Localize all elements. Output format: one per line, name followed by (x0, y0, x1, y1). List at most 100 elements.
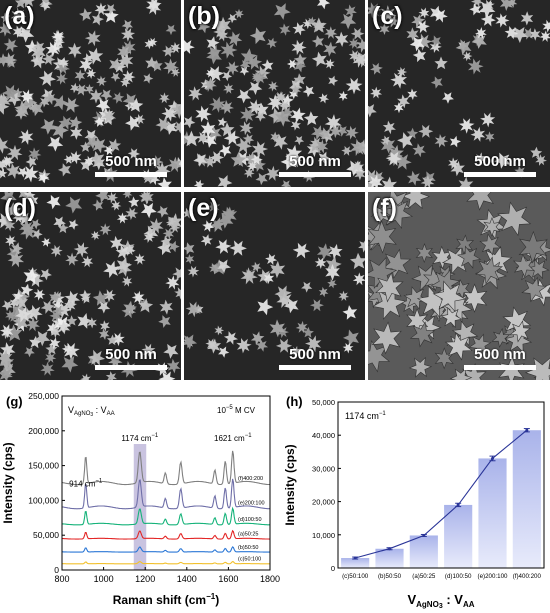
x-tick-label-g-0: 800 (54, 574, 69, 584)
data-point-0 (353, 556, 357, 560)
x-tick-label-g-5: 1800 (260, 574, 280, 584)
x-axis-label-g: Raman shift (cm−1) (113, 592, 219, 607)
panel-label-b: (b) (188, 2, 220, 30)
category-label-1: (b)50:50 (378, 573, 402, 580)
panel-label-c: (c) (372, 2, 403, 30)
peak-label-1: 1174 cm−1 (121, 433, 159, 443)
y-tick-label-g-5: 250,000 (28, 391, 59, 401)
plot-frame-h (337, 401, 545, 569)
panel-label-f: (f) (372, 194, 397, 222)
sem-panel-a: (a) 500 nm (0, 0, 181, 187)
spectrum-line-4 (62, 546, 270, 553)
sem-panel-b: (b) 500 nm (184, 0, 365, 187)
series-label-3: (a)50:25 (238, 532, 259, 538)
series-label-0: (f)400:200 (238, 476, 263, 482)
data-point-5 (525, 428, 529, 432)
sem-image-c (368, 0, 550, 187)
category-label-2: (a)50:25 (412, 573, 436, 580)
x-tick-label-g-2: 1200 (135, 574, 155, 584)
scale-line-c (464, 172, 536, 177)
y-tick-label-h-5: 50,000 (312, 398, 335, 407)
panel-label-g: (g) (6, 394, 23, 409)
scale-bar-a: 500 nm (95, 153, 167, 177)
series-label-5: (c)50:100 (238, 557, 261, 563)
scale-bar-c: 500 nm (464, 153, 536, 177)
data-point-2 (422, 533, 426, 537)
spectrum-line-1 (61, 478, 271, 510)
scale-bar-b: 500 nm (279, 153, 351, 177)
bar-4 (478, 458, 507, 568)
sem-image-b (184, 0, 365, 187)
raman-spectra-chart: (f)400:200 (e)200:100 (d)100:50 (a)50:25 (b)… (1, 391, 280, 607)
concentration-label: 10−5 M CV (217, 405, 256, 415)
sem-panel-e: (e) 500 nm (184, 192, 365, 380)
sem-image-d (0, 192, 181, 380)
peak-label-0: 914 cm−1 (69, 478, 103, 488)
spectrum-line-0 (61, 450, 271, 486)
sem-panel-c: (c) 500 nm (368, 0, 550, 187)
data-point-3 (456, 503, 460, 507)
y-axis-label-g: Intensity (cps) (1, 442, 15, 523)
bar-3 (444, 504, 473, 568)
scale-text-b: 500 nm (289, 153, 341, 170)
x-axis-label-h: VAgNO3 : VAA (407, 592, 474, 610)
sem-image-f (368, 192, 550, 380)
x-tick-label-g-3: 1400 (177, 574, 197, 584)
y-tick-label-g-3: 150,000 (28, 461, 59, 471)
bar-2 (409, 535, 438, 568)
x-tick-label-g-1: 1000 (94, 574, 114, 584)
intensity-bar-chart: (c)50:100 (b)50:50 (a)50:25 (d)100:50 (e)200… (283, 394, 545, 610)
category-label-4: (e)200:100 (478, 573, 508, 580)
scale-line-f (464, 365, 536, 370)
spectrum-line-2 (61, 506, 270, 526)
sem-panel-f: (f) 500 nm (368, 192, 550, 380)
sem-image-e (184, 192, 365, 380)
category-label-3: (d)100:50 (445, 573, 472, 580)
scale-bar-e: 500 nm (279, 346, 351, 370)
scale-text-a: 500 nm (105, 153, 157, 170)
scale-line-e (279, 365, 351, 370)
y-tick-label-g-2: 100,000 (28, 495, 59, 505)
annotation-h: 1174 cm−1 (345, 411, 386, 421)
scale-text-e: 500 nm (289, 346, 341, 363)
series-label-4: (b)50:50 (238, 545, 259, 551)
scale-text-d: 500 nm (105, 346, 157, 363)
scale-line-a (95, 172, 167, 177)
scale-bar-f: 500 nm (464, 346, 536, 370)
category-label-0: (c)50:100 (342, 573, 369, 580)
plot-frame-g (61, 395, 271, 571)
spectrum-line-3 (61, 529, 270, 540)
y-tick-label-g-4: 200,000 (28, 426, 59, 436)
peak-label-2: 1621 cm−1 (214, 433, 252, 443)
scale-line-d (95, 365, 167, 370)
panel-label-d: (d) (4, 194, 36, 222)
data-point-1 (388, 547, 391, 551)
scale-text-c: 500 nm (474, 153, 526, 170)
panel-label-h: (h) (286, 394, 303, 409)
y-tick-label-h-0: 0 (331, 564, 335, 573)
bar-5 (512, 430, 541, 568)
series-label-1: (e)200:100 (238, 500, 265, 506)
data-point-4 (491, 456, 494, 460)
y-tick-label-h-1: 10,000 (312, 531, 335, 540)
y-tick-label-h-2: 20,000 (312, 498, 335, 507)
trend-line (355, 429, 528, 559)
legend-title-g: VAgNO3 : VAA (68, 405, 115, 418)
sem-panel-d: (d) 500 nm (0, 192, 181, 380)
bar-0 (341, 558, 370, 568)
y-axis-label-h: Intensity (cps) (283, 444, 297, 525)
category-label-5: (f)400:200 (513, 573, 542, 580)
bar-1 (375, 548, 404, 568)
scale-bar-d: 500 nm (95, 346, 167, 370)
y-tick-label-h-4: 40,000 (312, 431, 335, 440)
x-tick-label-g-4: 1600 (218, 574, 238, 584)
spectrum-line-5 (62, 561, 270, 565)
sem-image-a (0, 0, 181, 187)
series-label-2: (d)100:50 (238, 517, 262, 523)
y-tick-label-h-3: 30,000 (312, 464, 335, 473)
y-tick-label-g-0: 0 (54, 565, 59, 575)
y-tick-label-g-1: 50,000 (33, 530, 59, 540)
panel-label-e: (e) (188, 194, 219, 222)
scale-line-b (279, 172, 351, 177)
panel-label-a: (a) (4, 2, 35, 30)
